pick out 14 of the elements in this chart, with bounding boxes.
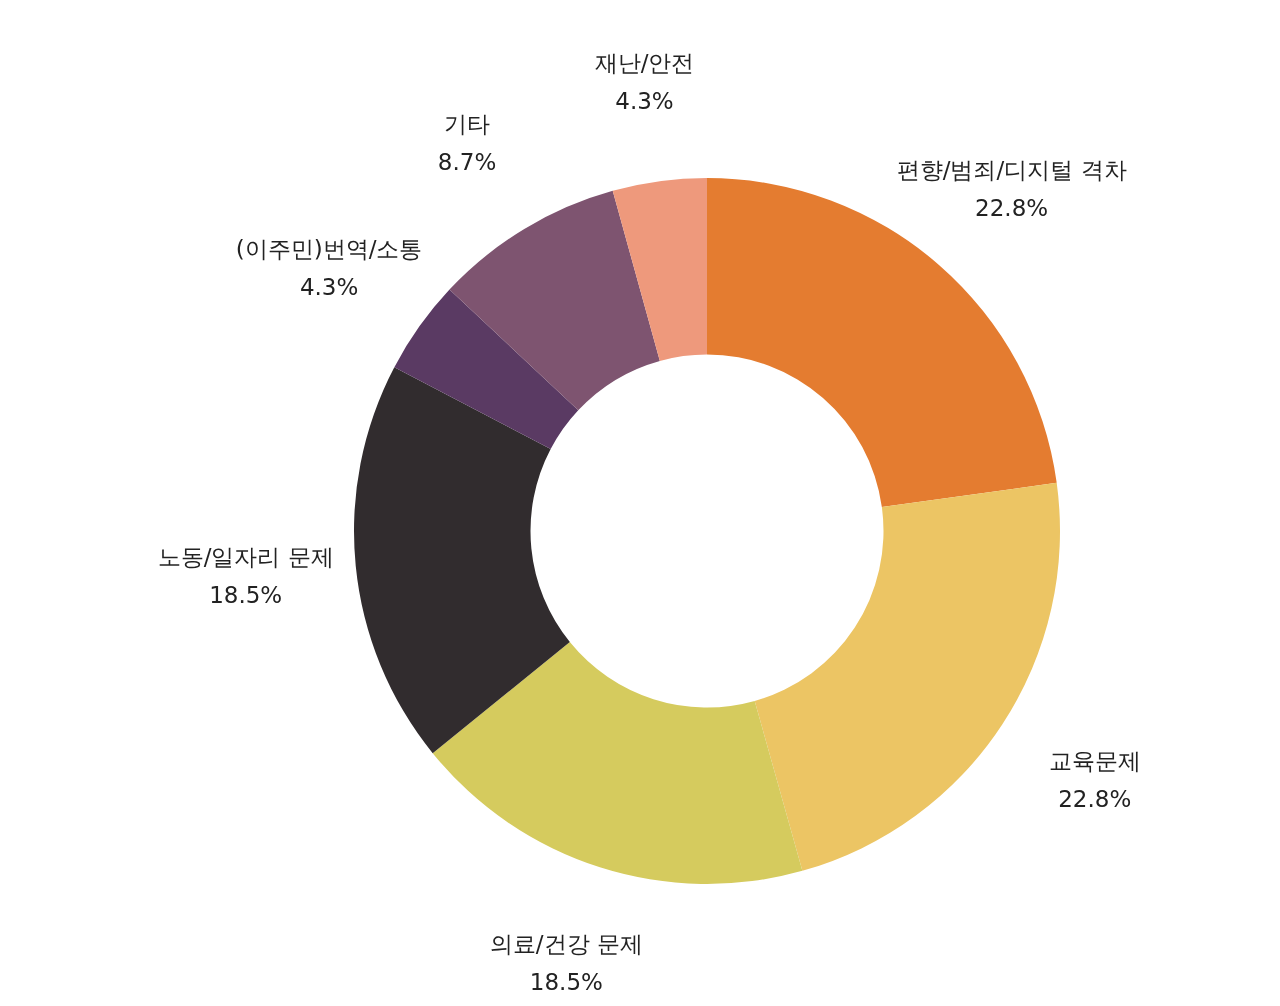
data-label: 4.3% — [615, 87, 674, 114]
slice-label: 교육문제 — [1048, 747, 1141, 774]
data-label: 22.8% — [1058, 785, 1132, 812]
slice-label: 편향/범죄/디지털 격차 — [896, 157, 1127, 184]
slice-label: 재난/안전 — [594, 49, 695, 76]
slice-label: (이주민)번역/소통 — [235, 236, 423, 263]
data-label: 4.3% — [299, 274, 359, 301]
data-label: 18.5% — [529, 969, 603, 996]
slice-label: 노동/일자리 문제 — [157, 543, 334, 570]
data-label: 18.5% — [209, 581, 283, 608]
data-label: 8.7% — [437, 148, 497, 175]
slice-label: 기타 — [444, 110, 491, 137]
data-label: 22.8% — [975, 195, 1049, 222]
slice-label: 의료/건강 문제 — [489, 931, 643, 958]
